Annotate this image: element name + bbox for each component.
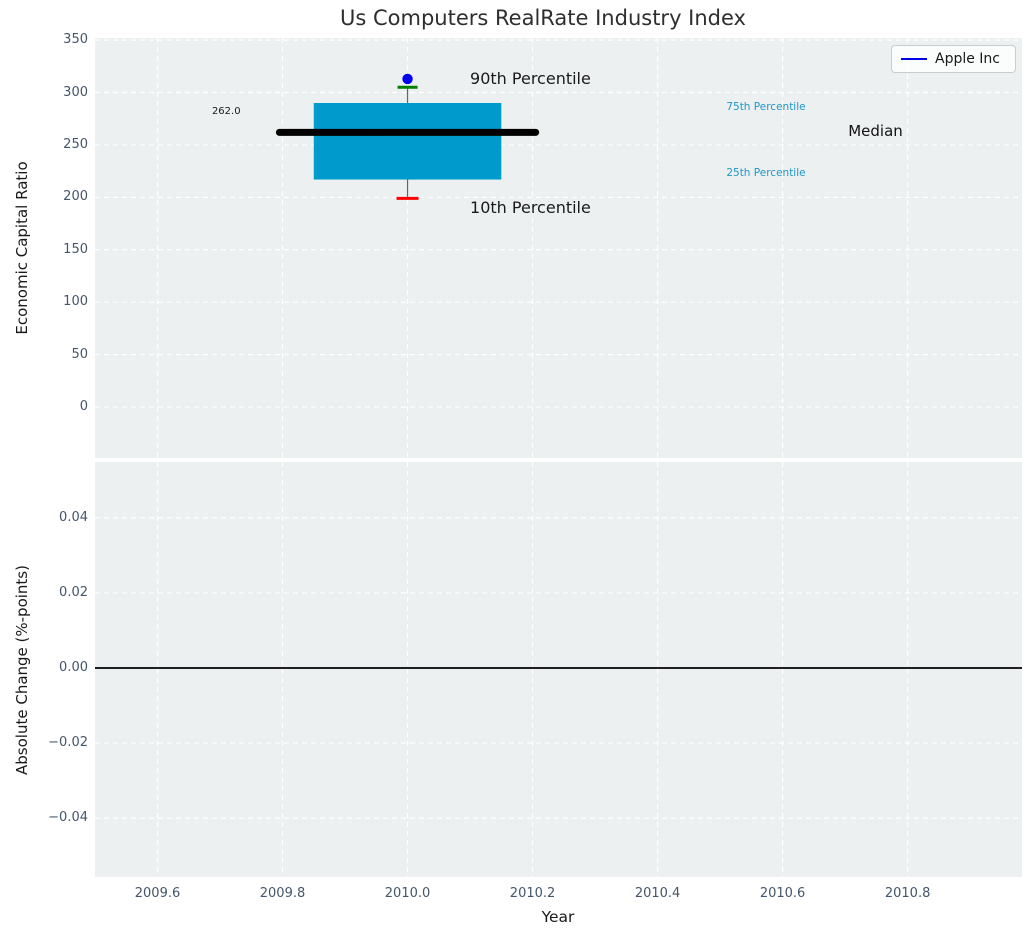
y-tick-label-top: 200 [63,189,88,205]
x-axis-label: Year [541,908,575,926]
y-tick-label-top: 0 [79,399,88,415]
legend-line-icon [901,58,927,60]
iqr-box [313,103,502,180]
x-tick-label: 2009.6 [134,886,181,901]
annotation-10th-percentile: 10th Percentile [470,197,591,217]
y-tick-label-top: 350 [63,32,88,48]
x-tick-label: 2010.6 [759,886,806,901]
y-tick-label-top: 50 [71,346,88,362]
y-tick-label-bottom: −0.02 [48,735,88,751]
annotation-75th-percentile: 75th Percentile [726,101,806,114]
y-tick-label-top: 100 [63,294,88,310]
legend: Apple Inc [891,45,1016,73]
plot-area-top [95,38,1022,458]
x-tick-label: 2010.0 [384,886,431,901]
y-tick-label-bottom: 0.00 [59,659,88,675]
plot-area-bottom [95,462,1022,877]
legend-label: Apple Inc [935,51,1001,67]
x-tick-label: 2010.2 [509,886,556,901]
annotation-median: Median [848,122,903,141]
y-tick-label-top: 150 [63,241,88,257]
y-tick-label-bottom: −0.04 [48,810,88,826]
x-tick-label: 2009.8 [259,886,306,901]
y-tick-label-top: 300 [63,84,88,100]
annotation-90th-percentile: 90th Percentile [470,68,591,88]
y-tick-label-bottom: 0.02 [59,584,88,600]
annotation-25th-percentile: 25th Percentile [726,167,806,180]
x-tick-label: 2010.8 [884,886,931,901]
x-tick-label: 2010.4 [634,886,681,901]
page-title: Us Computers RealRate Industry Index [340,6,746,30]
company-dot [402,73,413,85]
y-tick-label-top: 250 [63,136,88,152]
y-tick-label-bottom: 0.04 [59,509,88,525]
annotation-262-0: 262.0 [211,106,241,118]
